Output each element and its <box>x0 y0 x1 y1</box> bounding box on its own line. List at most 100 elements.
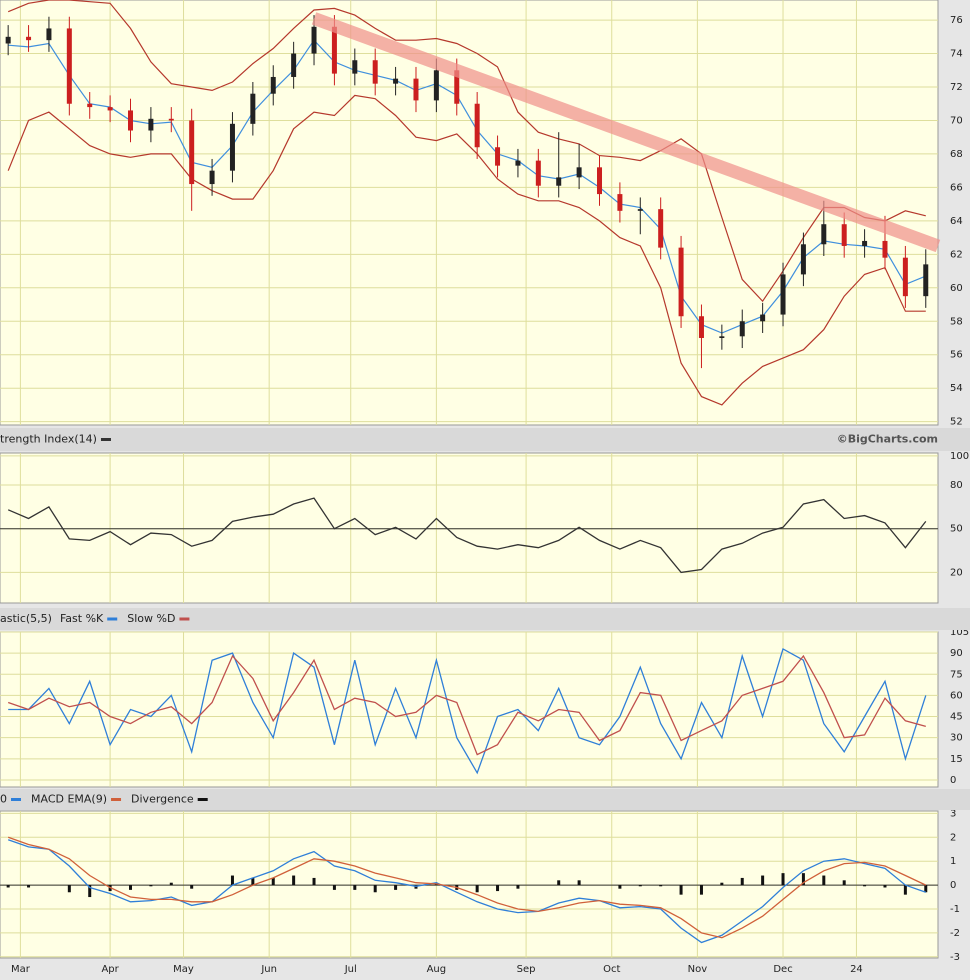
y-tick-label: 70 <box>950 115 963 126</box>
y-tick-label: 105 <box>950 627 969 638</box>
y-tick-label: 52 <box>950 417 963 428</box>
divergence-bar <box>699 885 703 895</box>
divergence-bar <box>842 880 846 886</box>
divergence-bar <box>822 875 826 886</box>
candle-body <box>331 26 337 74</box>
x-tick-label: Mar <box>11 964 31 975</box>
legend-label: Divergence <box>131 793 194 806</box>
legend-swatch <box>107 617 118 621</box>
divergence-bar <box>394 885 398 890</box>
legend-swatch <box>111 798 122 801</box>
candle-body <box>87 103 93 108</box>
candle-body <box>597 167 603 195</box>
candle-body <box>678 247 684 317</box>
credit: ©BigCharts.com <box>837 433 938 446</box>
y-tick-label: 80 <box>950 480 963 491</box>
candle-body <box>495 147 501 166</box>
legend-label: 0 <box>0 793 7 806</box>
candle-body <box>576 167 582 178</box>
y-tick-label: 68 <box>950 149 963 160</box>
candle-body <box>66 28 72 104</box>
candle-body <box>515 160 521 166</box>
divergence-bar <box>67 885 71 893</box>
y-tick-label: 20 <box>950 567 963 578</box>
x-tick-label: Sep <box>517 964 536 975</box>
candle-body <box>535 160 541 186</box>
y-tick-label: 0 <box>950 880 956 891</box>
y-tick-label: 60 <box>950 283 963 294</box>
y-tick-label: 54 <box>950 383 963 394</box>
series-line <box>7 0 926 303</box>
y-tick-label: 1 <box>950 856 956 867</box>
divergence-bar <box>638 885 642 887</box>
divergence-bar <box>516 885 520 889</box>
candle-body <box>291 53 297 77</box>
divergence-bar <box>924 885 928 893</box>
candle-body <box>352 60 358 74</box>
divergence-bar <box>679 885 683 895</box>
divergence-bar <box>292 875 296 886</box>
y-tick-label: 72 <box>950 82 963 93</box>
y-tick-label: -3 <box>950 952 960 963</box>
legend-label: MACD EMA(9) <box>31 793 107 806</box>
candle-body <box>923 264 929 297</box>
candle-body <box>760 314 766 322</box>
candle-body <box>128 110 134 131</box>
divergence-bar <box>271 877 275 886</box>
series-line <box>7 497 927 574</box>
y-tick-label: 56 <box>950 350 963 361</box>
y-tick-label: 45 <box>950 712 963 723</box>
divergence-bar <box>496 885 500 892</box>
divergence-bar <box>230 875 234 886</box>
y-tick-label: 100 <box>950 451 969 462</box>
candle-body <box>433 70 439 101</box>
divergence-bar <box>6 885 10 888</box>
legend-label: Fast %K <box>60 612 104 625</box>
divergence-bar <box>577 880 581 886</box>
candle-body <box>719 336 725 338</box>
divergence-bar <box>740 877 744 886</box>
divergence-bar <box>312 877 316 886</box>
series-line <box>7 836 927 939</box>
divergence-bar <box>251 877 255 886</box>
divergence-bar <box>801 873 805 886</box>
legend-swatch <box>179 617 190 621</box>
y-tick-label: 75 <box>950 669 963 680</box>
series-line <box>8 647 927 775</box>
divergence-bar <box>88 885 92 898</box>
y-tick-label: 2 <box>950 832 956 843</box>
candle-body <box>637 209 643 211</box>
candle-body <box>902 257 908 297</box>
candle-body <box>148 118 154 131</box>
divergence-bar <box>659 885 663 887</box>
divergence-bar <box>883 885 887 888</box>
y-tick-label: 90 <box>950 648 963 659</box>
divergence-bar <box>903 885 907 895</box>
candle-body <box>617 194 623 211</box>
divergence-bar <box>720 882 724 886</box>
candle-body <box>698 316 704 338</box>
candle-body <box>413 78 419 101</box>
divergence-bar <box>475 885 479 893</box>
divergence-bar <box>781 873 785 886</box>
divergence-bar <box>27 885 31 888</box>
x-tick-label: Jul <box>344 964 357 975</box>
divergence-bar <box>190 885 194 889</box>
divergence-bar <box>129 885 133 890</box>
divergence-bar <box>332 885 336 890</box>
y-tick-label: 62 <box>950 249 963 260</box>
divergence-bar <box>557 880 561 886</box>
x-tick-label: Jun <box>260 964 277 975</box>
panel-title: astic(5,5) <box>0 612 52 625</box>
x-tick-label: 24 <box>850 964 863 975</box>
x-tick-label: Oct <box>603 964 620 975</box>
y-tick-label: 0 <box>950 775 956 786</box>
y-tick-label: 64 <box>950 216 963 227</box>
candle-body <box>209 170 215 185</box>
divergence-bar <box>353 885 357 890</box>
candle-body <box>882 240 888 258</box>
candle-body <box>5 36 11 44</box>
candle-body <box>270 76 276 94</box>
